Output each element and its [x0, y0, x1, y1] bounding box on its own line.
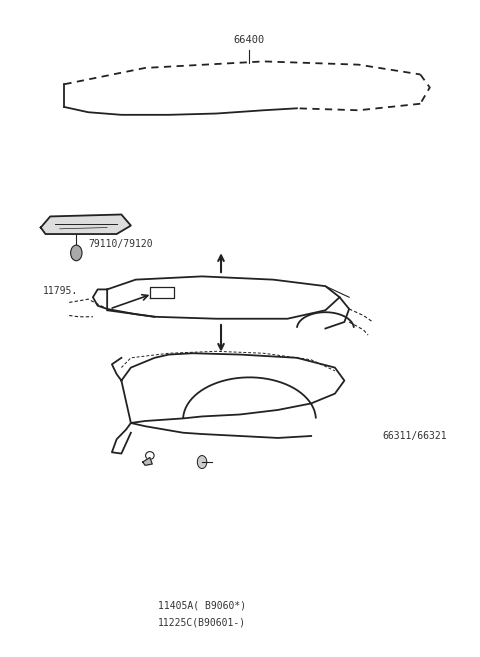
Circle shape — [71, 245, 82, 261]
Polygon shape — [143, 457, 152, 465]
Text: 11225C(B90601-): 11225C(B90601-) — [158, 618, 246, 628]
Text: 66311/66321: 66311/66321 — [383, 431, 447, 441]
Text: 79110/79120: 79110/79120 — [88, 238, 153, 249]
Text: 11405A( B9060*): 11405A( B9060*) — [158, 600, 246, 610]
Text: 11795.: 11795. — [43, 286, 78, 296]
Polygon shape — [41, 214, 131, 234]
Text: 66400: 66400 — [234, 35, 265, 45]
Circle shape — [197, 455, 207, 468]
